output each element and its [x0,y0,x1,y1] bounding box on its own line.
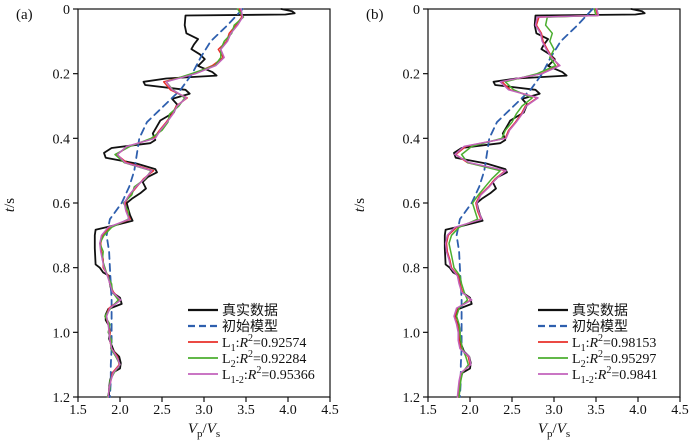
series-L1-2 [444,8,600,398]
legend-entry-L2: L2:R2=0.92284 [188,349,306,370]
legend-label: L2:R2=0.92284 [222,349,306,370]
legend-label: L1:R2=0.92574 [222,333,306,354]
x-tick-label: 1.5 [419,403,437,418]
y-tick-label: 0.2 [53,68,71,83]
y-tick-label: 0 [63,3,70,18]
legend-entry-L1-2: L1-2:R2=0.9841 [538,365,658,386]
x-tick-label: 4.0 [629,403,647,418]
x-tick-label: 4.5 [671,403,689,418]
y-axis-title: t/s [352,198,368,212]
x-tick-label: 4.0 [279,403,297,418]
panel-label: (b) [366,7,384,23]
legend: 真实数据初始模型L1:R2=0.98153L2:R2=0.95297L1-2:R… [538,303,658,386]
x-tick-label: 1.5 [69,403,87,418]
legend-label: 真实数据 [222,303,278,319]
legend-entry-true-data: 真实数据 [188,303,278,319]
x-tick-label: 3.5 [587,403,605,418]
series-lines [93,8,296,398]
series-L2 [99,8,245,398]
legend-label: L1-2:R2=0.95366 [222,365,315,386]
x-axis-title: Vp/Vs [188,421,220,440]
y-tick-label: 0 [413,3,420,18]
y-tick-label: 0.2 [403,68,421,83]
y-tick-label: 0.8 [403,262,421,277]
legend-entry-L1: L1:R2=0.98153 [538,333,656,354]
x-axis-title: Vp/Vs [538,421,570,440]
panel-(a): (a) 1.5 2.0 2.5 3.0 3.5 4.0 4.5 0 0.2 0.4 0.6 0.8 1.0… [2,3,339,440]
y-tick-label: 1.0 [403,326,421,341]
legend-label: L2:R2=0.95297 [572,349,656,370]
series-L2 [448,8,597,398]
legend-label: L1-2:R2=0.9841 [572,365,658,386]
x-tick-label: 2.5 [153,403,171,418]
axes: 1.5 2.0 2.5 3.0 3.5 4.0 4.5 0 0.2 0.4 0.6 0.8 1.0 1.2… [2,3,339,440]
panel-label: (a) [16,7,33,23]
legend-label: 真实数据 [572,303,628,319]
series-lines [443,8,646,398]
y-tick-label: 0.6 [403,197,421,212]
legend-entry-initial-model: 初始模型 [538,318,628,335]
axes: 1.5 2.0 2.5 3.0 3.5 4.0 4.5 0 0.2 0.4 0.6 0.8 1.0 1.2… [352,3,689,440]
x-tick-label: 4.5 [321,403,339,418]
y-tick-label: 1.2 [53,391,71,406]
legend-entry-L1-2: L1-2:R2=0.95366 [188,365,315,386]
legend-entry-L1: L1:R2=0.92574 [188,333,306,354]
y-tick-label: 1.0 [53,326,71,341]
y-tick-label: 0.4 [53,132,71,147]
legend: 真实数据初始模型L1:R2=0.92574L2:R2=0.92284L1-2:R… [188,303,315,386]
legend-entry-initial-model: 初始模型 [188,318,278,335]
legend-label: 初始模型 [572,318,628,335]
y-axis-title: t/s [2,198,18,212]
legend-entry-true-data: 真实数据 [538,303,628,319]
x-tick-label: 2.0 [461,403,479,418]
legend-label: L1:R2=0.98153 [572,333,656,354]
y-tick-label: 0.8 [53,262,71,277]
x-tick-label: 2.0 [111,403,129,418]
x-tick-label: 2.5 [503,403,521,418]
y-tick-label: 0.6 [53,197,71,212]
y-tick-label: 1.2 [403,391,421,406]
series-initial-model [455,8,594,398]
series-L1-2 [99,8,244,398]
panel-(b): (b) 1.5 2.0 2.5 3.0 3.5 4.0 4.5 0 0.2 0.4 0.6 0.8 1.0… [352,3,689,440]
legend-entry-L2: L2:R2=0.95297 [538,349,656,370]
x-tick-label: 3.5 [237,403,255,418]
x-tick-label: 3.0 [195,403,213,418]
x-tick-label: 3.0 [545,403,563,418]
legend-label: 初始模型 [222,318,278,335]
series-initial-model [105,8,244,398]
y-tick-label: 0.4 [403,132,421,147]
